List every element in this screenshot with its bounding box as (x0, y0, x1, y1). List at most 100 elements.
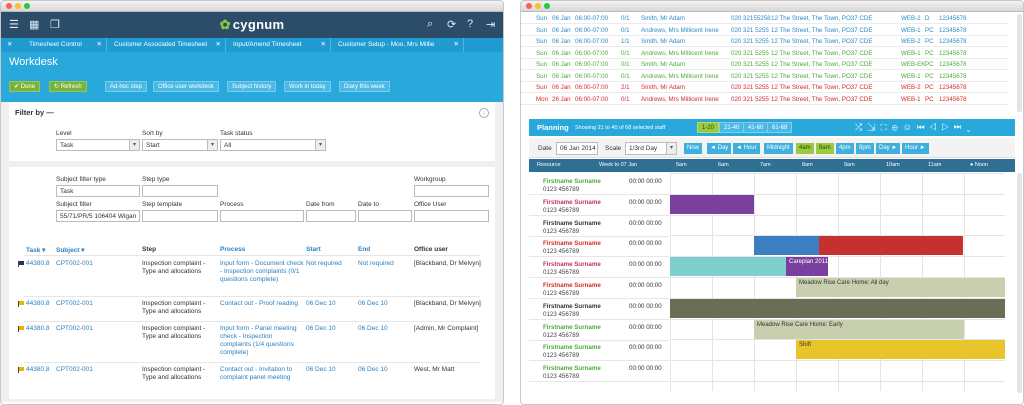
shuffle-icon[interactable]: ⤮ (855, 122, 868, 132)
tab-timesheet-control[interactable]: Timesheet Control ✕ (23, 38, 107, 52)
subject-link[interactable]: CPT002-001 (56, 325, 93, 332)
table-row[interactable]: Sun 06 Jan 06:00-07:00 0/1 Andrews, Mrs Mill… (521, 71, 1009, 82)
step-type-input[interactable] (142, 185, 218, 197)
schedule-bar[interactable] (670, 194, 754, 214)
sort-by-select[interactable]: Start ▾ (142, 139, 218, 151)
schedule-bar[interactable]: Meadow Rise Care Home: All day (796, 278, 1005, 297)
table-row[interactable]: Sun 06 Jan 06:00-07:00 0/1 Smith, Mr Adam 020… (521, 13, 1009, 24)
fullscreen-icon[interactable]: ⛶ (880, 122, 892, 132)
down-icon[interactable]: ⌄ (966, 122, 976, 132)
close-tab-icon[interactable]: ✕ (215, 41, 221, 48)
resource-row[interactable]: Firstname Surname 0123 456789 00:00 00:00 (529, 362, 669, 383)
task-link[interactable]: 44380.8 (26, 325, 50, 332)
schedule-bar[interactable] (819, 236, 963, 256)
schedule-bar[interactable] (754, 236, 819, 256)
help-icon[interactable]: ? (467, 18, 474, 30)
table-row[interactable]: Sun 06 Jan 06:00-07:00 0/1 Smith, Mr Adam 020… (521, 59, 1009, 70)
prev-icon[interactable]: ◁ (929, 122, 942, 132)
resource-row[interactable]: Firstname Surname 0123 456789 00:00 00:00 (529, 279, 669, 299)
table-row[interactable]: Sun 06 Jan 06:00-07:00 2/1 Smith, Mr Adam 020… (521, 82, 1009, 93)
minimize-window-button[interactable] (535, 3, 541, 9)
minimize-window-button[interactable] (15, 3, 21, 9)
level-select[interactable]: Task ▾ (56, 139, 140, 151)
col-end-header[interactable]: End (358, 246, 371, 253)
subject-link[interactable]: CPT002-001 (56, 300, 93, 307)
subject-filter-type-input[interactable]: Task (56, 185, 140, 197)
schedule-bar[interactable] (670, 298, 1005, 318)
subject-filter-input[interactable]: 55/71/PR/5 106404 Wigan (56, 210, 140, 222)
midnight-button[interactable]: Midnight (764, 143, 793, 154)
first-icon[interactable]: ⏮ (916, 122, 930, 132)
table-row[interactable]: Sun 06 Jan 06:00-07:00 0/1 Andrews, Mrs Mill… (521, 25, 1009, 36)
close-window-button[interactable] (526, 3, 532, 9)
play-icon[interactable]: ▷ (941, 122, 954, 132)
export-icon[interactable]: ⇲ (867, 122, 881, 132)
process-input[interactable] (220, 210, 304, 222)
next-hour-button[interactable]: Hour ► (902, 143, 929, 154)
close-all-tabs-icon[interactable]: ✕ (7, 41, 13, 48)
next-day-button[interactable]: Day ► (876, 143, 901, 154)
work-in-today-button[interactable]: Work in today (284, 81, 331, 92)
col-subject-header[interactable]: Subject ▾ (56, 246, 85, 254)
col-task-header[interactable]: Task ▾ (26, 246, 45, 254)
task-link[interactable]: 44380.8 (26, 300, 50, 307)
task-link[interactable]: 44380.8 (26, 366, 50, 373)
subject-history-button[interactable]: Subject history (227, 81, 277, 92)
hamburger-menu-icon[interactable]: ☰ (9, 19, 19, 31)
user-icon[interactable]: ☺ (902, 122, 917, 132)
8am-button[interactable]: 8am (816, 143, 834, 154)
table-row[interactable]: Mon 26 Jan 06:00-07:00 0/1 Andrews, Mrs Mill… (521, 94, 1009, 105)
step-template-input[interactable] (142, 210, 218, 222)
close-tab-icon[interactable]: ✕ (453, 41, 459, 48)
scale-select[interactable]: 1/3rd Day ▾ (625, 142, 677, 155)
process-link[interactable]: Contact out - Proof reading (220, 300, 299, 307)
now-button[interactable]: Now (684, 143, 703, 154)
diary-this-week-button[interactable]: Diary this week (339, 81, 390, 92)
tab-input-amend-timesheet[interactable]: Input/Amend Timesheet ✕ (227, 38, 331, 52)
schedule-bar[interactable]: Careplan 2011 (786, 257, 828, 277)
schedule-bar[interactable]: Meadow Rise Care Home: Early (754, 319, 964, 339)
subject-link[interactable]: CPT002-001 (56, 260, 93, 267)
4am-button[interactable]: 4am (796, 143, 814, 154)
windows-stack-icon[interactable]: ❐ (50, 19, 60, 31)
tab-customer-associated-timesheet[interactable]: Customer Associated Timesheet ✕ (108, 38, 226, 52)
resource-row[interactable]: Firstname Surname 0123 456789 00:00 00:00 (529, 321, 669, 341)
maximize-window-button[interactable] (24, 3, 30, 9)
subject-link[interactable]: CPT002-001 (56, 366, 93, 373)
tab-customer-setup[interactable]: Customer Setup - Moo, Mrs Millie ✕ (332, 38, 464, 52)
resource-row[interactable]: Firstname Surname 0123 456789 00:00 00:00 (529, 300, 669, 320)
process-link[interactable]: Input form - Panel meeting check - Inspe… (220, 325, 297, 356)
planning-scrollbar[interactable] (1017, 173, 1022, 393)
zoom-icon[interactable]: ⊕ (891, 122, 903, 132)
date-input[interactable]: 06 Jan 2014 (556, 142, 598, 155)
maximize-window-button[interactable] (544, 3, 550, 9)
sync-icon[interactable]: ⟳ (447, 19, 457, 31)
date-to-input[interactable] (358, 210, 412, 222)
range-41-60-button[interactable]: 41-60 (743, 122, 769, 133)
close-window-button[interactable] (6, 3, 12, 9)
close-tab-icon[interactable]: ✕ (96, 41, 102, 48)
close-tab-icon[interactable]: ✕ (320, 41, 326, 48)
done-button[interactable]: ✔ Done (9, 81, 41, 92)
range-21-40-button[interactable]: 21-40 (719, 122, 745, 133)
table-scrollbar[interactable] (1017, 14, 1022, 112)
resource-row[interactable]: Firstname Surname 0123 456789 00:00 00:00 (529, 237, 669, 258)
range-1-20-button[interactable]: 1-20 (697, 122, 720, 133)
process-link[interactable]: Input form - Document check - Inspection… (220, 260, 304, 283)
office-user-workdesk-button[interactable]: Office user workdesk (153, 81, 219, 92)
8pm-button[interactable]: 8pm (856, 143, 874, 154)
date-from-input[interactable] (306, 210, 356, 222)
search-icon[interactable]: ⌕ (427, 18, 434, 30)
last-icon[interactable]: ⏭ (953, 122, 967, 132)
process-link[interactable]: Contact out - Invitation to complaint pa… (220, 366, 293, 381)
resource-row[interactable]: Firstname Surname 0123 456789 00:00 00:00 (529, 175, 669, 195)
col-start-header[interactable]: Start (306, 246, 321, 253)
workgroup-input[interactable] (414, 185, 489, 197)
resource-row[interactable]: Firstname Surname 0123 456789 00:00 00:00 (529, 258, 669, 279)
table-row[interactable]: Sun 06 Jan 06:00-07:00 1/1 Smith, Mr Adam 020… (521, 36, 1009, 47)
grid-apps-icon[interactable]: ▦ (29, 19, 40, 31)
4pm-button[interactable]: 4pm (836, 143, 854, 154)
task-link[interactable]: 44380.8 (26, 260, 50, 267)
adhoc-step-button[interactable]: Ad-hoc step (105, 81, 148, 92)
resource-row[interactable]: Firstname Surname 0123 456789 00:00 00:00 (529, 341, 669, 362)
